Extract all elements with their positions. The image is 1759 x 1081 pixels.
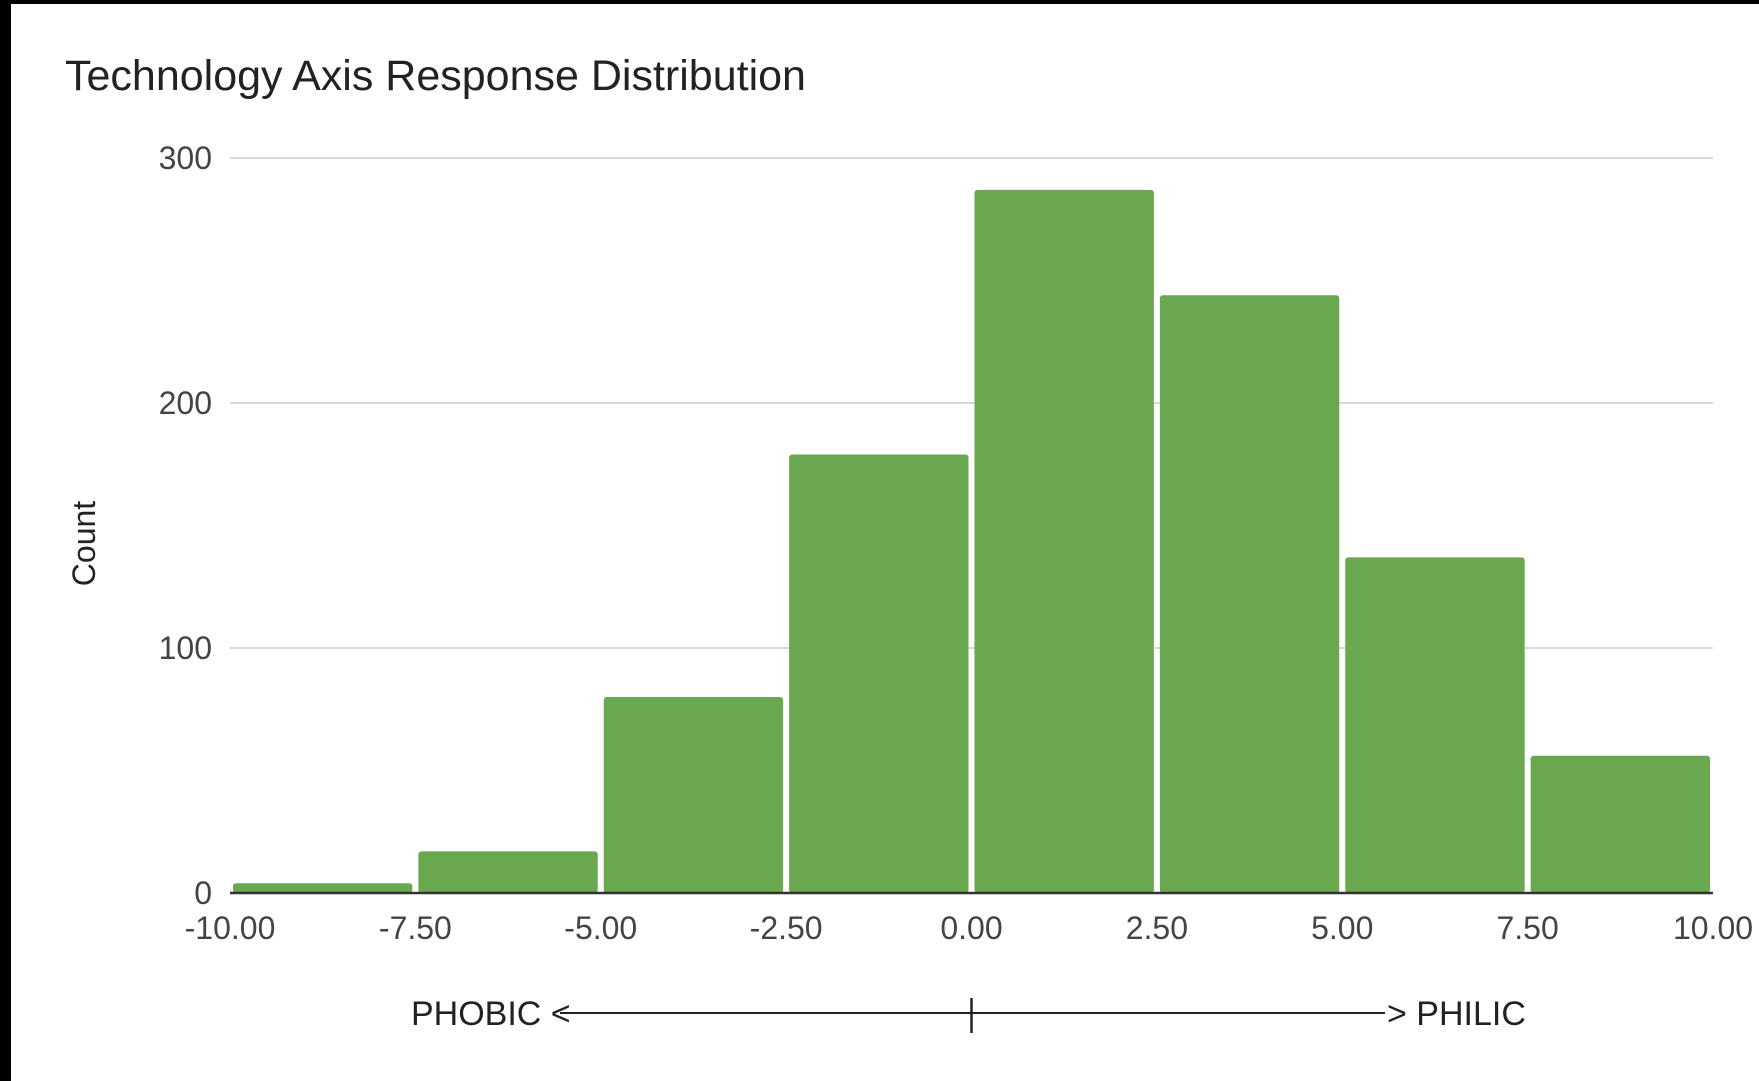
x-tick-label: 0.00 bbox=[940, 910, 1002, 946]
x-tick-label: 2.50 bbox=[1126, 910, 1188, 946]
bars bbox=[233, 189, 1710, 894]
histogram-bar bbox=[603, 697, 784, 893]
x-axis-ticks: -10.00 -7.50 -5.00 -2.50 0.00 2.50 5.00 7.50 10.… bbox=[185, 910, 1753, 946]
histogram-bar bbox=[1159, 295, 1340, 893]
philic-label: > PHILIC bbox=[1387, 995, 1526, 1033]
x-tick-label: -2.50 bbox=[750, 910, 823, 946]
y-tick-label: 100 bbox=[159, 630, 212, 666]
x-tick-label: 5.00 bbox=[1311, 910, 1373, 946]
x-tick-label: -5.00 bbox=[564, 910, 637, 946]
histogram-bar bbox=[789, 454, 969, 893]
y-tick-label: 0 bbox=[194, 875, 212, 911]
histogram-bar bbox=[1530, 755, 1710, 893]
histogram-bar bbox=[974, 189, 1154, 894]
chart-title: Technology Axis Response Distribution bbox=[65, 52, 806, 100]
y-axis-label: Count bbox=[66, 501, 102, 587]
x-tick-label: 10.00 bbox=[1673, 910, 1753, 946]
histogram-bar bbox=[233, 883, 413, 893]
x-tick-label: -10.00 bbox=[185, 910, 276, 946]
y-tick-label: 200 bbox=[159, 385, 212, 421]
histogram-bar bbox=[1345, 557, 1525, 893]
x-tick-label: -7.50 bbox=[379, 910, 452, 946]
y-axis-ticks: 0 100 200 300 bbox=[159, 140, 212, 911]
phobic-philic-annotation: PHOBIC < > PHILIC bbox=[411, 995, 1526, 1033]
y-tick-label: 300 bbox=[159, 140, 212, 176]
histogram-bar bbox=[418, 851, 598, 893]
x-tick-label: 7.50 bbox=[1496, 910, 1558, 946]
phobic-label: PHOBIC < bbox=[411, 995, 571, 1033]
